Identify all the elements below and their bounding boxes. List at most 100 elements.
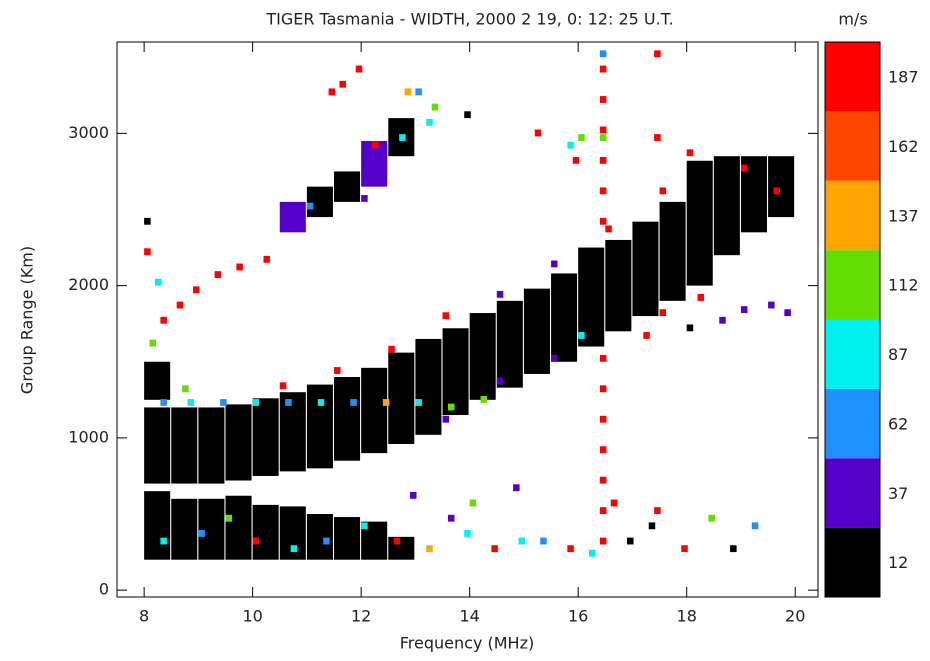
cell	[599, 187, 607, 195]
sweep-span	[686, 160, 713, 286]
cell	[144, 217, 151, 225]
cell	[426, 545, 433, 553]
colorbar-tick-label: 162	[888, 137, 919, 156]
cell	[334, 367, 341, 374]
sweep-span	[279, 392, 306, 472]
sweep-span	[496, 300, 523, 388]
cell	[236, 263, 243, 271]
plot-area	[144, 50, 795, 560]
sweep-span	[225, 495, 252, 560]
cell	[220, 399, 227, 406]
sweep-span	[198, 407, 225, 484]
cell	[589, 549, 596, 557]
cell	[599, 537, 607, 545]
cell	[518, 537, 526, 545]
sweep-span	[442, 328, 469, 416]
x-tick-label: 10	[242, 607, 262, 626]
cell	[740, 164, 748, 172]
cell	[442, 312, 450, 320]
colorbar-tick-label: 137	[888, 206, 919, 225]
cell	[361, 522, 368, 530]
cell	[447, 514, 455, 522]
sweep-span	[469, 313, 496, 400]
cell	[599, 134, 607, 141]
colorbar-frame	[824, 41, 881, 598]
cell	[426, 118, 433, 126]
cell	[627, 537, 634, 545]
cell	[572, 156, 580, 164]
cell	[290, 545, 298, 553]
cell	[659, 187, 667, 195]
sweep-span	[632, 221, 659, 317]
sweep-span	[252, 504, 279, 560]
chart-title: TIGER Tasmania - WIDTH, 2000 2 19, 0: 12…	[265, 10, 673, 29]
cell	[540, 537, 547, 545]
cell	[187, 399, 195, 406]
cell	[279, 382, 287, 390]
sweep-span	[523, 288, 550, 374]
cell	[361, 195, 368, 202]
colorbar-tick-label: 12	[888, 553, 908, 572]
sweep-span	[713, 156, 740, 256]
cell	[551, 354, 558, 362]
cell	[751, 522, 759, 530]
colorbar-label: m/s	[838, 10, 867, 29]
x-tick-label: 12	[351, 607, 371, 626]
colorbar-bin	[825, 180, 880, 251]
sweep-span	[171, 498, 198, 560]
x-tick-label: 16	[568, 607, 588, 626]
sweep-span	[279, 201, 306, 233]
cell	[144, 248, 151, 256]
colorbar-tick-label: 62	[888, 414, 908, 433]
cell	[160, 537, 167, 545]
sweep-span	[605, 239, 632, 332]
cell	[708, 514, 715, 522]
cell	[198, 530, 205, 537]
colorbar-bin	[825, 319, 880, 389]
sweep-span	[659, 201, 686, 301]
cell	[686, 324, 694, 332]
cell	[317, 399, 325, 406]
sweep-span	[551, 273, 578, 362]
cell	[355, 65, 363, 73]
cell	[740, 306, 748, 314]
colorbar-bin	[825, 111, 880, 181]
cell	[610, 499, 618, 507]
cell	[154, 278, 162, 286]
cell	[599, 415, 607, 423]
x-tick-label: 14	[459, 607, 479, 626]
cell	[415, 399, 422, 406]
cell	[654, 134, 661, 141]
sweep-span	[225, 404, 252, 481]
x-tick-label: 18	[677, 607, 697, 626]
sweep-span	[388, 352, 415, 444]
colorbar-bin	[825, 527, 880, 597]
colorbar-bin	[825, 388, 880, 459]
x-tick-label: 8	[139, 607, 149, 626]
sweep-span	[334, 517, 361, 560]
colorbar-tick-label: 37	[888, 484, 908, 503]
cell	[469, 499, 477, 507]
sweep-span	[171, 407, 198, 484]
colorbar	[825, 42, 880, 597]
colorbar-bin	[825, 42, 880, 112]
cell	[323, 537, 330, 545]
cell	[654, 50, 661, 58]
cell	[252, 399, 260, 406]
cell	[605, 225, 612, 233]
sweep-span	[144, 407, 171, 484]
cell	[339, 80, 346, 88]
plot-frame	[116, 41, 819, 598]
cell	[182, 385, 189, 393]
cell	[578, 134, 585, 141]
sweep-span	[144, 361, 171, 400]
cell	[496, 290, 504, 298]
cell	[328, 88, 336, 96]
cell	[513, 484, 520, 492]
sweep-span	[388, 536, 415, 560]
y-tick-label: 1000	[68, 427, 109, 446]
cell	[149, 339, 157, 347]
cell	[719, 316, 726, 324]
cell	[768, 301, 775, 309]
cell	[388, 345, 395, 353]
